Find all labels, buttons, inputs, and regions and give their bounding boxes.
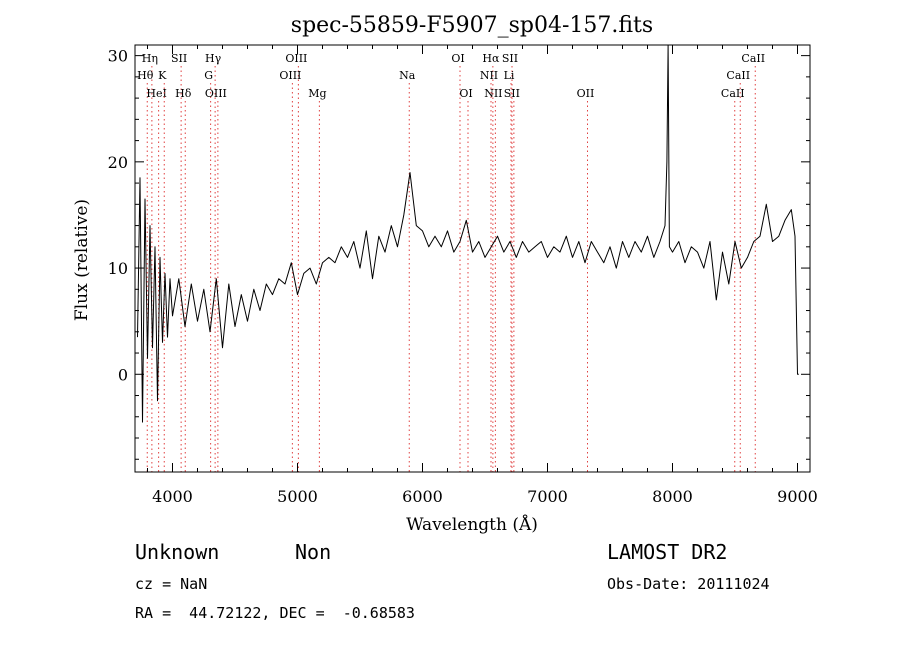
line-marker-label-10: OIII [279,69,301,82]
line-marker-label-20: SII [504,87,520,100]
plot-frame [134,44,811,473]
line-marker-label-12: Na [399,69,416,82]
line-marker-label-2: HeI [146,87,166,100]
x-tick-label-0: 4000 [152,487,193,506]
redshift-readout: cz = NaN [135,575,208,593]
line-marker-label-15: Hα [482,52,500,65]
y-tick-label-1: 10 [108,259,128,278]
line-marker-label-3: SII [171,52,187,65]
line-marker-label-13: OI [451,52,464,65]
line-marker-label-1: Hθ [137,69,154,82]
x-tick-label-4: 8000 [652,487,693,506]
y-tick-label-3: 30 [108,47,128,66]
spectrum-line-layer [137,44,799,423]
object-subclass: Non [295,540,332,564]
x-tick-label-5: 9000 [777,487,818,506]
line-marker-label-0: Hη [142,52,158,65]
line-marker-label-5: Hδ [175,87,192,100]
x-tick-label-2: 6000 [402,487,443,506]
spectrum-series-0 [137,44,799,423]
line-marker-label-11: Mg [308,87,326,100]
x-axis-label: Wavelength (Å) [406,514,538,535]
line-marker-label-18: Li [504,69,515,82]
y-axis-label: Flux (relative) [72,199,92,321]
line-marker-label-9: OIII [285,52,307,65]
line-marker-label-8: OIII [205,87,227,100]
line-marker-label-17: NII [480,69,498,82]
x-tick-label-1: 5000 [277,487,318,506]
x-tick-label-3: 7000 [527,487,568,506]
axis-ticks: 4000 5000 6000 7000 8000 9000 0 10 20 30 [108,45,818,506]
line-marker-label-14: OI [459,87,472,100]
line-marker-label-22: CaII [741,52,765,65]
line-marker-label-21: OII [577,87,595,100]
line-marker-label-19: NII [484,87,502,100]
line-marker-label-6: Hγ [205,52,222,65]
line-marker-label-7: G [204,69,213,82]
line-marker-label-4: K [158,69,167,82]
line-marker-label-16: SII [502,52,518,65]
survey-name: LAMOST DR2 [607,540,728,564]
y-tick-label-2: 20 [108,153,128,172]
object-class: Unknown [135,540,220,564]
line-marker-label-24: CaII [721,87,745,100]
chart-title: spec-55859-F5907_sp04-157.fits [291,13,653,38]
y-tick-label-0: 0 [118,365,128,384]
coordinates-readout: RA = 44.72122, DEC = -0.68583 [135,604,415,622]
observation-date: Obs-Date: 20111024 [607,575,770,593]
line-marker-label-23: CaII [726,69,750,82]
